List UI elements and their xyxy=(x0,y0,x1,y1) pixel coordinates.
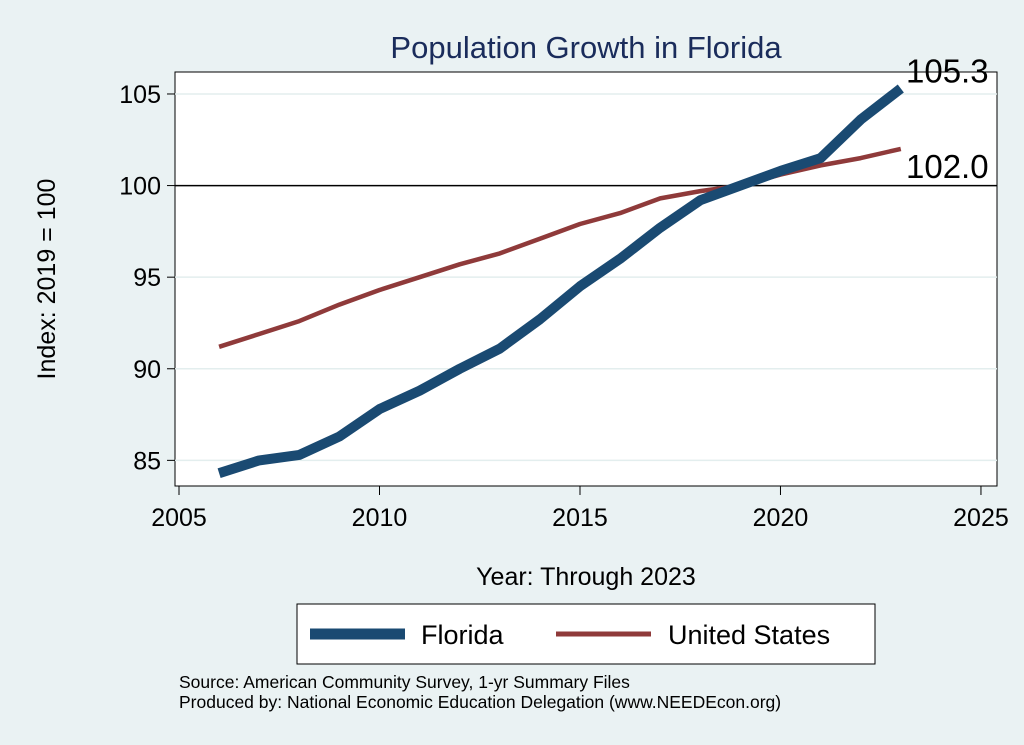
end-label-united-states: 102.0 xyxy=(906,148,989,185)
y-axis-label: Index: 2019 = 100 xyxy=(33,179,61,380)
x-tick-label: 2020 xyxy=(753,504,809,532)
legend-label-united-states: United States xyxy=(668,620,830,650)
source-note: Source: American Community Survey, 1-yr … xyxy=(179,672,630,692)
x-tick-label: 2010 xyxy=(352,504,408,532)
x-tick-label: 2015 xyxy=(552,504,608,532)
end-label-florida: 105.3 xyxy=(906,52,989,89)
y-tick-label: 100 xyxy=(119,173,161,201)
series-line-florida xyxy=(217,84,904,478)
chart-title: Population Growth in Florida xyxy=(390,30,782,65)
legend: Florida United States xyxy=(296,603,876,665)
x-axis: 2005 2010 2015 2020 2025 xyxy=(151,486,1009,532)
end-labels: 105.3 102.0 xyxy=(906,52,989,184)
y-tick-label: 95 xyxy=(133,264,161,292)
x-tick-label: 2005 xyxy=(151,504,207,532)
producer-note: Produced by: National Economic Education… xyxy=(179,692,781,712)
legend-label-florida: Florida xyxy=(421,620,505,650)
y-tick-label: 105 xyxy=(119,81,161,109)
x-tick-label: 2025 xyxy=(953,504,1009,532)
y-axis: 85 90 95 100 105 xyxy=(119,81,175,475)
y-tick-label: 85 xyxy=(133,447,161,475)
x-axis-label: Year: Through 2023 xyxy=(476,563,696,591)
series-lines xyxy=(217,84,904,478)
y-tick-label: 90 xyxy=(133,356,161,384)
